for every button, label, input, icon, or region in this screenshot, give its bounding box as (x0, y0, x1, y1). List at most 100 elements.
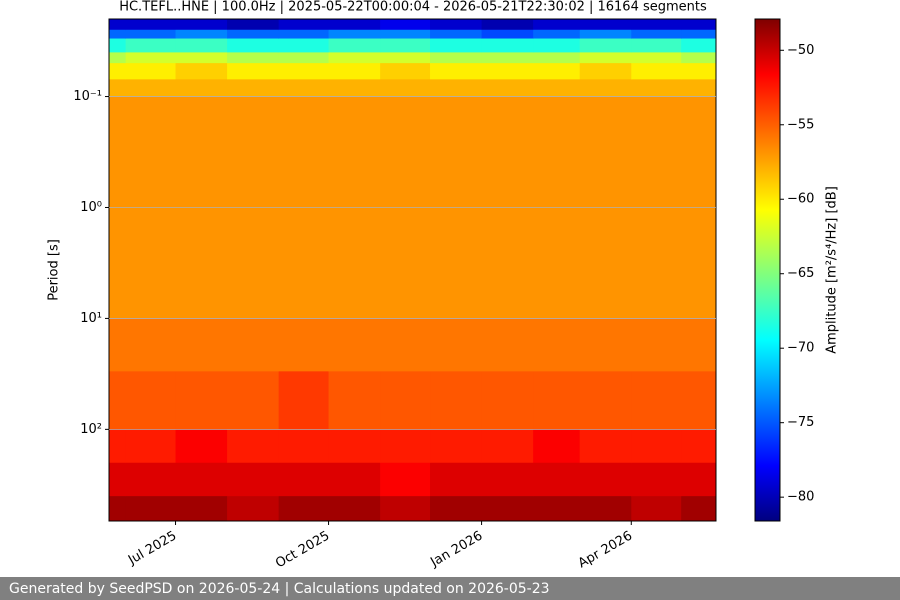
y-tick-label: 10¹ (80, 311, 102, 326)
colorbar-tick-label: −50 (787, 43, 814, 58)
colorbar (754, 18, 781, 522)
cell (579, 52, 632, 64)
cell (175, 429, 228, 464)
cell (681, 318, 717, 372)
cell (631, 318, 682, 372)
cell (533, 38, 581, 53)
cell (579, 496, 632, 522)
cell (380, 52, 431, 64)
cell (533, 29, 581, 40)
cell (227, 318, 280, 372)
cell (681, 96, 717, 208)
cell (681, 429, 717, 464)
cell (380, 462, 431, 497)
cell (227, 38, 280, 53)
y-axis-label: Period [s] (47, 239, 62, 301)
cell (278, 496, 330, 522)
cell (328, 29, 381, 40)
cell (481, 462, 534, 497)
cell (631, 38, 682, 53)
cell (533, 63, 581, 80)
cell (430, 96, 483, 208)
cell (533, 96, 581, 208)
cell (278, 79, 330, 98)
cell (681, 207, 717, 319)
cell (328, 63, 381, 80)
cell (227, 207, 280, 319)
cell (533, 429, 581, 464)
cell (125, 318, 177, 372)
cell (109, 371, 127, 430)
colorbar-label: Amplitude [m²/s⁴/Hz] [dB] (825, 186, 840, 354)
cell (430, 318, 483, 372)
cell (430, 79, 483, 98)
cell (227, 29, 280, 40)
cell (579, 29, 632, 40)
cell (109, 496, 127, 522)
cell (631, 496, 682, 522)
cell (579, 96, 632, 208)
footer: Generated by SeedPSD on 2026-05-24 | Cal… (9, 581, 550, 597)
cell (328, 318, 381, 372)
chart-title: HC.TEFL..HNE | 100.0Hz | 2025-05-22T00:0… (119, 0, 707, 15)
cell (125, 52, 177, 64)
cell (328, 38, 381, 53)
cell (579, 371, 632, 430)
cell (278, 207, 330, 319)
cell (481, 207, 534, 319)
cell (175, 96, 228, 208)
cell (681, 63, 717, 80)
footer-bar (0, 577, 900, 600)
cell (430, 19, 483, 31)
cell (109, 38, 127, 53)
cell (175, 496, 228, 522)
x-tick-label: Apr 2026 (576, 529, 635, 572)
cell (681, 462, 717, 497)
y-tick-label: 10⁰ (80, 200, 102, 215)
cell (533, 79, 581, 98)
cell (125, 96, 177, 208)
cell (533, 371, 581, 430)
colorbar-tick-label: −75 (787, 415, 814, 430)
cell (481, 38, 534, 53)
cell (430, 429, 483, 464)
cell (481, 371, 534, 430)
cell (125, 496, 177, 522)
cell (278, 429, 330, 464)
cell (227, 19, 280, 31)
cell (579, 19, 632, 31)
cell (430, 496, 483, 522)
cell (430, 63, 483, 80)
x-tick-label: Jul 2025 (125, 529, 179, 569)
cell (125, 63, 177, 80)
cell (579, 79, 632, 98)
cell (631, 207, 682, 319)
cell (109, 429, 127, 464)
cell (681, 371, 717, 430)
cell (175, 19, 228, 31)
cell (109, 63, 127, 80)
cell (579, 318, 632, 372)
cell (175, 207, 228, 319)
cell (278, 371, 330, 430)
cell (481, 63, 534, 80)
cell (278, 29, 330, 40)
cell (380, 63, 431, 80)
cell (175, 462, 228, 497)
cell (328, 496, 381, 522)
cell (227, 462, 280, 497)
cell (631, 462, 682, 497)
cell (681, 52, 717, 64)
cell (227, 79, 280, 98)
cell (481, 19, 534, 31)
cell (681, 19, 717, 31)
cell (227, 496, 280, 522)
cell (631, 63, 682, 80)
cell (631, 429, 682, 464)
cell (579, 63, 632, 80)
cell (533, 462, 581, 497)
cell (109, 19, 127, 31)
cell (278, 52, 330, 64)
cell (175, 38, 228, 53)
cell (125, 38, 177, 53)
